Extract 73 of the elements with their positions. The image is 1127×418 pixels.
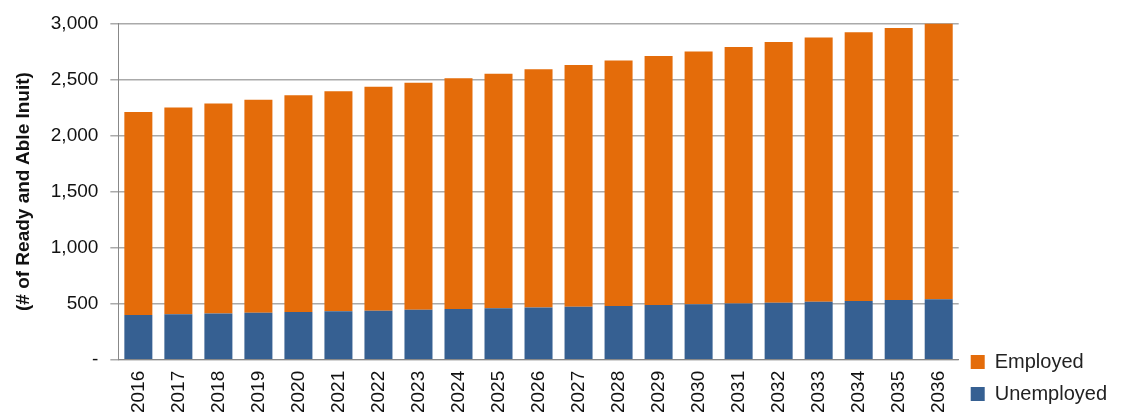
bar xyxy=(164,314,193,359)
bar xyxy=(604,305,633,359)
bar xyxy=(444,309,473,359)
bar xyxy=(524,69,553,308)
bar xyxy=(244,312,273,359)
bar xyxy=(924,23,953,300)
x-tick-label: 2034 xyxy=(846,370,868,414)
y-axis-title: (# of Ready and Able Inuit) xyxy=(11,72,33,312)
x-tick-label: 2017 xyxy=(166,370,188,414)
x-tick-label: 2020 xyxy=(286,370,308,414)
bar xyxy=(404,82,433,310)
bar xyxy=(484,308,513,359)
y-tick-label: - xyxy=(92,347,99,369)
legend-label: Unemployed xyxy=(994,381,1108,404)
y-tick-label: 500 xyxy=(66,291,99,313)
bar xyxy=(364,310,393,359)
x-tick-label: 2019 xyxy=(246,370,268,414)
x-tick-label: 2030 xyxy=(686,370,708,414)
x-tick-label: 2022 xyxy=(366,370,388,414)
bar xyxy=(644,305,673,359)
x-tick-label: 2023 xyxy=(406,370,428,414)
y-tick-label: 3,000 xyxy=(50,11,99,33)
x-tick-label: 2029 xyxy=(646,370,668,414)
bar xyxy=(244,99,273,313)
bar xyxy=(804,37,833,302)
x-tick-label: 2031 xyxy=(726,370,748,414)
x-tick-label: 2018 xyxy=(206,370,228,414)
x-tick-label: 2033 xyxy=(806,370,828,414)
bar xyxy=(124,111,153,315)
x-tick-label: 2021 xyxy=(326,370,348,414)
bar xyxy=(684,51,713,305)
x-tick-label: 2027 xyxy=(566,370,588,414)
bar xyxy=(564,64,593,307)
bar xyxy=(484,73,513,309)
bar xyxy=(684,304,713,359)
bar xyxy=(524,307,553,359)
bar xyxy=(724,46,753,304)
bar xyxy=(404,309,433,359)
bar xyxy=(924,299,953,359)
x-tick-label: 2036 xyxy=(926,370,948,414)
bar xyxy=(644,55,673,306)
x-tick-label: 2016 xyxy=(126,370,148,414)
bar xyxy=(844,300,873,359)
bar xyxy=(884,300,913,359)
bar xyxy=(324,311,353,359)
bar xyxy=(364,86,393,311)
x-tick-label: 2025 xyxy=(486,370,508,414)
bar xyxy=(764,302,793,359)
bar xyxy=(204,103,233,314)
x-tick-label: 2032 xyxy=(766,370,788,414)
x-tick-label: 2024 xyxy=(446,370,468,414)
y-tick-label: 1,000 xyxy=(50,235,99,257)
x-tick-label: 2035 xyxy=(886,370,908,414)
bar xyxy=(444,78,473,310)
y-tick-label: 2,000 xyxy=(50,123,99,145)
bar xyxy=(604,60,633,306)
bar xyxy=(844,32,873,301)
x-tick-label: 2026 xyxy=(526,370,548,414)
bar xyxy=(284,95,313,313)
bar xyxy=(564,306,593,359)
x-tick-label: 2028 xyxy=(606,370,628,414)
legend-label: Employed xyxy=(994,349,1084,372)
bar xyxy=(164,107,193,315)
bar xyxy=(284,312,313,359)
bar xyxy=(804,301,833,359)
y-tick-label: 1,500 xyxy=(50,179,99,201)
bar xyxy=(884,27,913,301)
bar xyxy=(124,314,153,359)
bar xyxy=(724,303,753,359)
y-tick-label: 2,500 xyxy=(50,67,99,89)
bar xyxy=(764,41,793,303)
bar xyxy=(324,91,353,312)
bar xyxy=(204,313,233,359)
